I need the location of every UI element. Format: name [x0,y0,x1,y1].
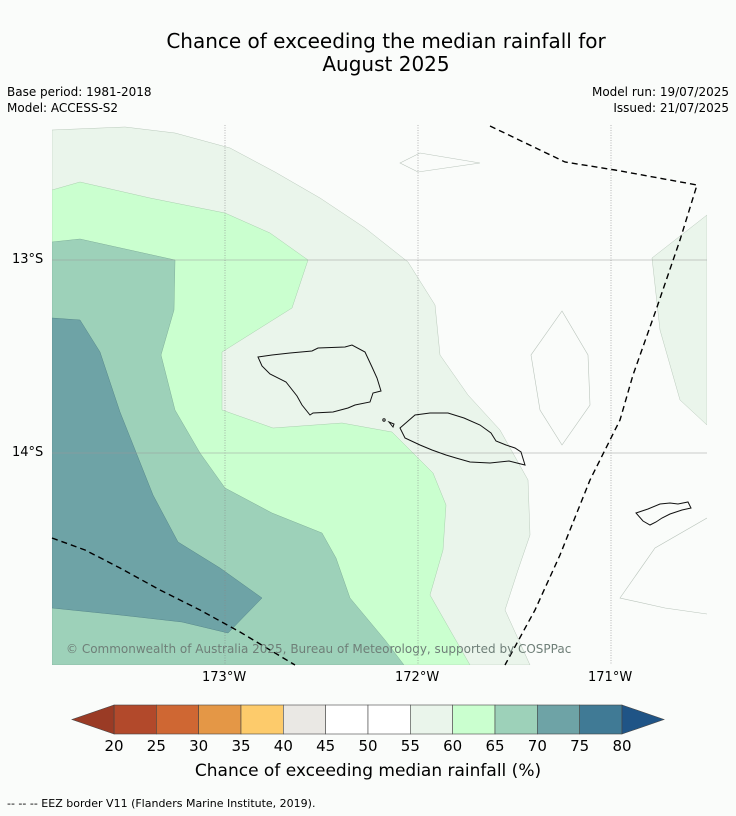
colorbar-bin-45-50 [325,704,369,735]
colorbar-bin-50-55 [367,704,411,735]
islet-manono [382,418,386,422]
colorbar-tick-label: 40 [274,737,293,755]
title-line-2: August 2025 [322,52,450,76]
contour-55-60-east [651,214,707,426]
lat-label-13s: 13°S [12,252,44,267]
colorbar-tick-label: 20 [104,737,123,755]
colorbar-bin-75-80 [579,704,623,735]
colorbar-bin-25-30 [156,704,199,735]
islet-apolima [387,420,395,429]
eez-border-southwest [51,537,296,666]
contour-layer [52,125,707,665]
meta-right: Model run: 19/07/2025 Issued: 21/07/2025 [592,84,729,116]
colorbar-bin-30-35 [198,704,242,735]
lat-label-14s: 14°S [12,445,44,460]
colorbar-bin-65-70 [494,704,538,735]
colorbar-tick-label: 80 [612,737,631,755]
colorbar-bin-40-45 [283,704,326,735]
colorbar-tick-label: 50 [358,737,377,755]
colorbar-under-arrow [71,704,115,735]
colorbar-bin-35-40 [240,704,284,735]
colorbar-tick-label: 45 [316,737,335,755]
colorbar-tick-label: 30 [189,737,208,755]
base-period: Base period: 1981-2018 [7,85,152,99]
contour-70-75 [52,317,263,634]
model-run: Model run: 19/07/2025 [591,85,729,99]
colorbar-bin-70-75 [537,704,580,735]
meta-left: Base period: 1981-2018 Model: ACCESS-S2 [7,84,152,116]
island-savaii [257,344,382,416]
map-title: Chance of exceeding the median rainfall … [0,30,736,76]
eez-border-north [489,125,698,666]
colorbar-tick-label: 75 [570,737,589,755]
contour-line-southeast [619,517,707,615]
colorbar-tick-label: 70 [528,737,547,755]
colorbar-tick-label: 55 [401,737,420,755]
colorbar-label: Chance of exceeding median rainfall (%) [194,761,542,781]
lon-label-173w: 173°W [202,670,247,685]
island-upolu [399,412,526,466]
lon-label-172w: 172°W [395,670,440,685]
colorbar-tick-label: 65 [485,737,504,755]
eez-footnote: -- -- -- EEZ border V11 (Flanders Marine… [7,797,316,810]
colorbar-bin-20-25 [113,704,157,735]
issued-date: Issued: 21/07/2025 [613,101,729,115]
contour-line-north [399,152,481,173]
island-tutuila [635,501,692,526]
colorbar-tick-label: 25 [147,737,166,755]
lon-label-171w: 171°W [588,670,633,685]
copyright-text: © Commonwealth of Australia 2025, Bureau… [66,642,571,656]
colorbar-over-arrow [621,704,665,735]
model-name: Model: ACCESS-S2 [7,101,119,115]
colorbar: 20 25 30 35 40 45 50 55 60 65 70 75 80 [71,704,665,755]
colorbar-bin-60-65 [452,704,496,735]
colorbar-tick-label: 35 [231,737,250,755]
title-line-1: Chance of exceeding the median rainfall … [166,29,606,53]
colorbar-tick-label: 60 [443,737,462,755]
coastlines [257,344,692,526]
colorbar-bin-55-60 [410,704,453,735]
contour-line-diamond [530,310,591,446]
eez-border [51,125,698,666]
graticule [52,125,707,665]
